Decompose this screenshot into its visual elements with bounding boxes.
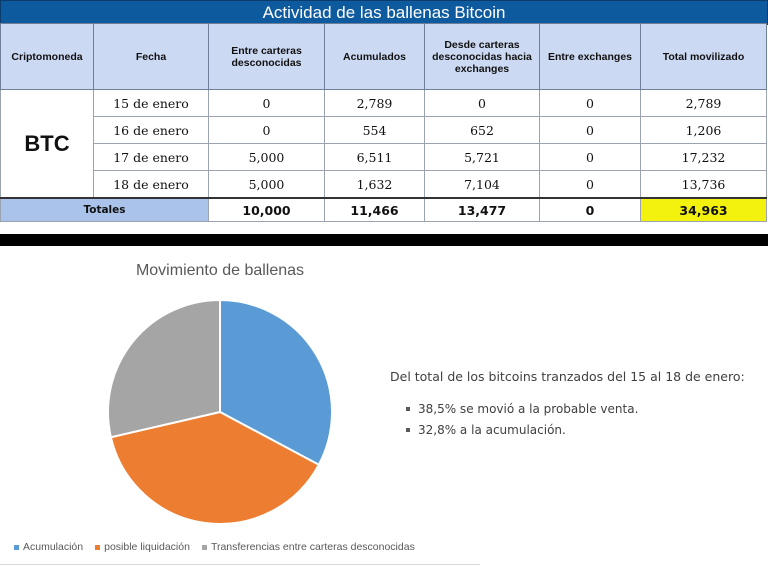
cell-value: 0 (539, 143, 641, 171)
cell-value: 0 (208, 89, 325, 117)
notes-heading: Del total de los bitcoins tranzados del … (390, 369, 745, 384)
grand-total: 34,963 (640, 197, 767, 222)
total-entre-exchanges: 0 (539, 197, 641, 222)
header-entre-exchanges: Entre exchanges (539, 23, 641, 90)
table-header-row: Criptomoneda Fecha Entre carteras descon… (0, 23, 767, 90)
summary-notes: Del total de los bitcoins tranzados del … (390, 369, 745, 444)
bullet-icon (406, 428, 410, 432)
total-hacia-exchanges: 13,477 (424, 197, 540, 222)
totals-row: Totales 10,000 11,466 13,477 0 34,963 (0, 197, 767, 222)
notes-list: 38,5% se movió a la probable venta. 32,8… (406, 402, 745, 437)
legend-item: Acumulación (14, 541, 83, 553)
header-entre-carteras: Entre carteras desconocidas (208, 23, 325, 90)
whale-activity-table-section: Actividad de las ballenas Bitcoin Cripto… (0, 0, 768, 222)
cell-value: 0 (424, 89, 540, 117)
pie-chart (107, 298, 333, 525)
cell-value: 554 (324, 116, 425, 144)
table-row: 17 de enero 5,000 6,511 5,721 0 17,232 (1, 143, 767, 171)
cell-value: 5,000 (208, 170, 325, 199)
legend-swatch-icon (201, 544, 207, 550)
cell-value: 0 (539, 116, 641, 144)
chart-title: Movimiento de ballenas (135, 262, 305, 279)
pie-slice-0 (219, 298, 333, 467)
table-row: BTC 15 de enero 0 2,789 0 0 2,789 (0, 89, 767, 199)
legend-item: posible liquidación (95, 541, 190, 553)
coin-cell: BTC (0, 89, 94, 199)
cell-value: 1,632 (324, 170, 425, 199)
note-text: 38,5% se movió a la probable venta. (418, 402, 639, 416)
table-title: Actividad de las ballenas Bitcoin (0, 0, 768, 25)
legend-label: Transferencias entre carteras desconocid… (210, 541, 415, 553)
cell-value: 0 (539, 170, 641, 199)
cell-value: 6,511 (324, 143, 425, 171)
cell-total: 17,232 (640, 143, 767, 171)
note-text: 32,8% a la acumulación. (418, 423, 566, 437)
table-row: 18 de enero 5,000 1,632 7,104 0 13,736 (1, 170, 767, 199)
header-fecha: Fecha (93, 23, 209, 90)
total-acumulados: 11,466 (324, 197, 425, 222)
bullet-icon (406, 407, 410, 411)
totals-label: Totales (0, 197, 209, 222)
section-divider (0, 234, 768, 246)
legend-label: Acumulación (23, 541, 84, 553)
chart-legend: Acumulación posible liquidación Transfer… (14, 541, 415, 553)
cell-date: 16 de enero (93, 116, 209, 144)
legend-item: Transferencias entre carteras desconocid… (201, 541, 415, 553)
cell-value: 5,000 (208, 143, 325, 171)
cell-value: 7,104 (424, 170, 540, 199)
header-acumulados: Acumulados (324, 23, 425, 90)
cell-total: 13,736 (640, 170, 767, 199)
cell-value: 0 (208, 116, 325, 144)
cell-value: 5,721 (424, 143, 540, 171)
cell-value: 652 (424, 116, 540, 144)
cell-total: 1,206 (640, 116, 767, 144)
pie-slice-1 (109, 410, 321, 525)
cell-date: 17 de enero (93, 143, 209, 171)
cell-total: 2,789 (640, 89, 767, 117)
cell-value: 2,789 (324, 89, 425, 117)
header-total-movilizado: Total movilizado (640, 23, 767, 90)
cell-date: 15 de enero (93, 89, 209, 117)
total-entre-carteras: 10,000 (208, 197, 325, 222)
chart-bottom-rule (0, 564, 480, 565)
header-criptomoneda: Criptomoneda (0, 23, 94, 90)
list-item: 38,5% se movió a la probable venta. (406, 402, 745, 416)
table-row: 16 de enero 0 554 652 0 1,206 (1, 116, 767, 144)
legend-swatch-icon (95, 544, 101, 550)
header-hacia-exchanges: Desde carteras desconocidas hacia exchan… (424, 23, 540, 90)
cell-date: 18 de enero (93, 170, 209, 199)
legend-swatch-icon (14, 544, 19, 550)
list-item: 32,8% a la acumulación. (406, 423, 745, 437)
cell-value: 0 (539, 89, 641, 117)
legend-label: posible liquidación (104, 541, 190, 553)
pie-slice-2 (107, 298, 221, 439)
whale-activity-table: Criptomoneda Fecha Entre carteras descon… (0, 23, 767, 222)
